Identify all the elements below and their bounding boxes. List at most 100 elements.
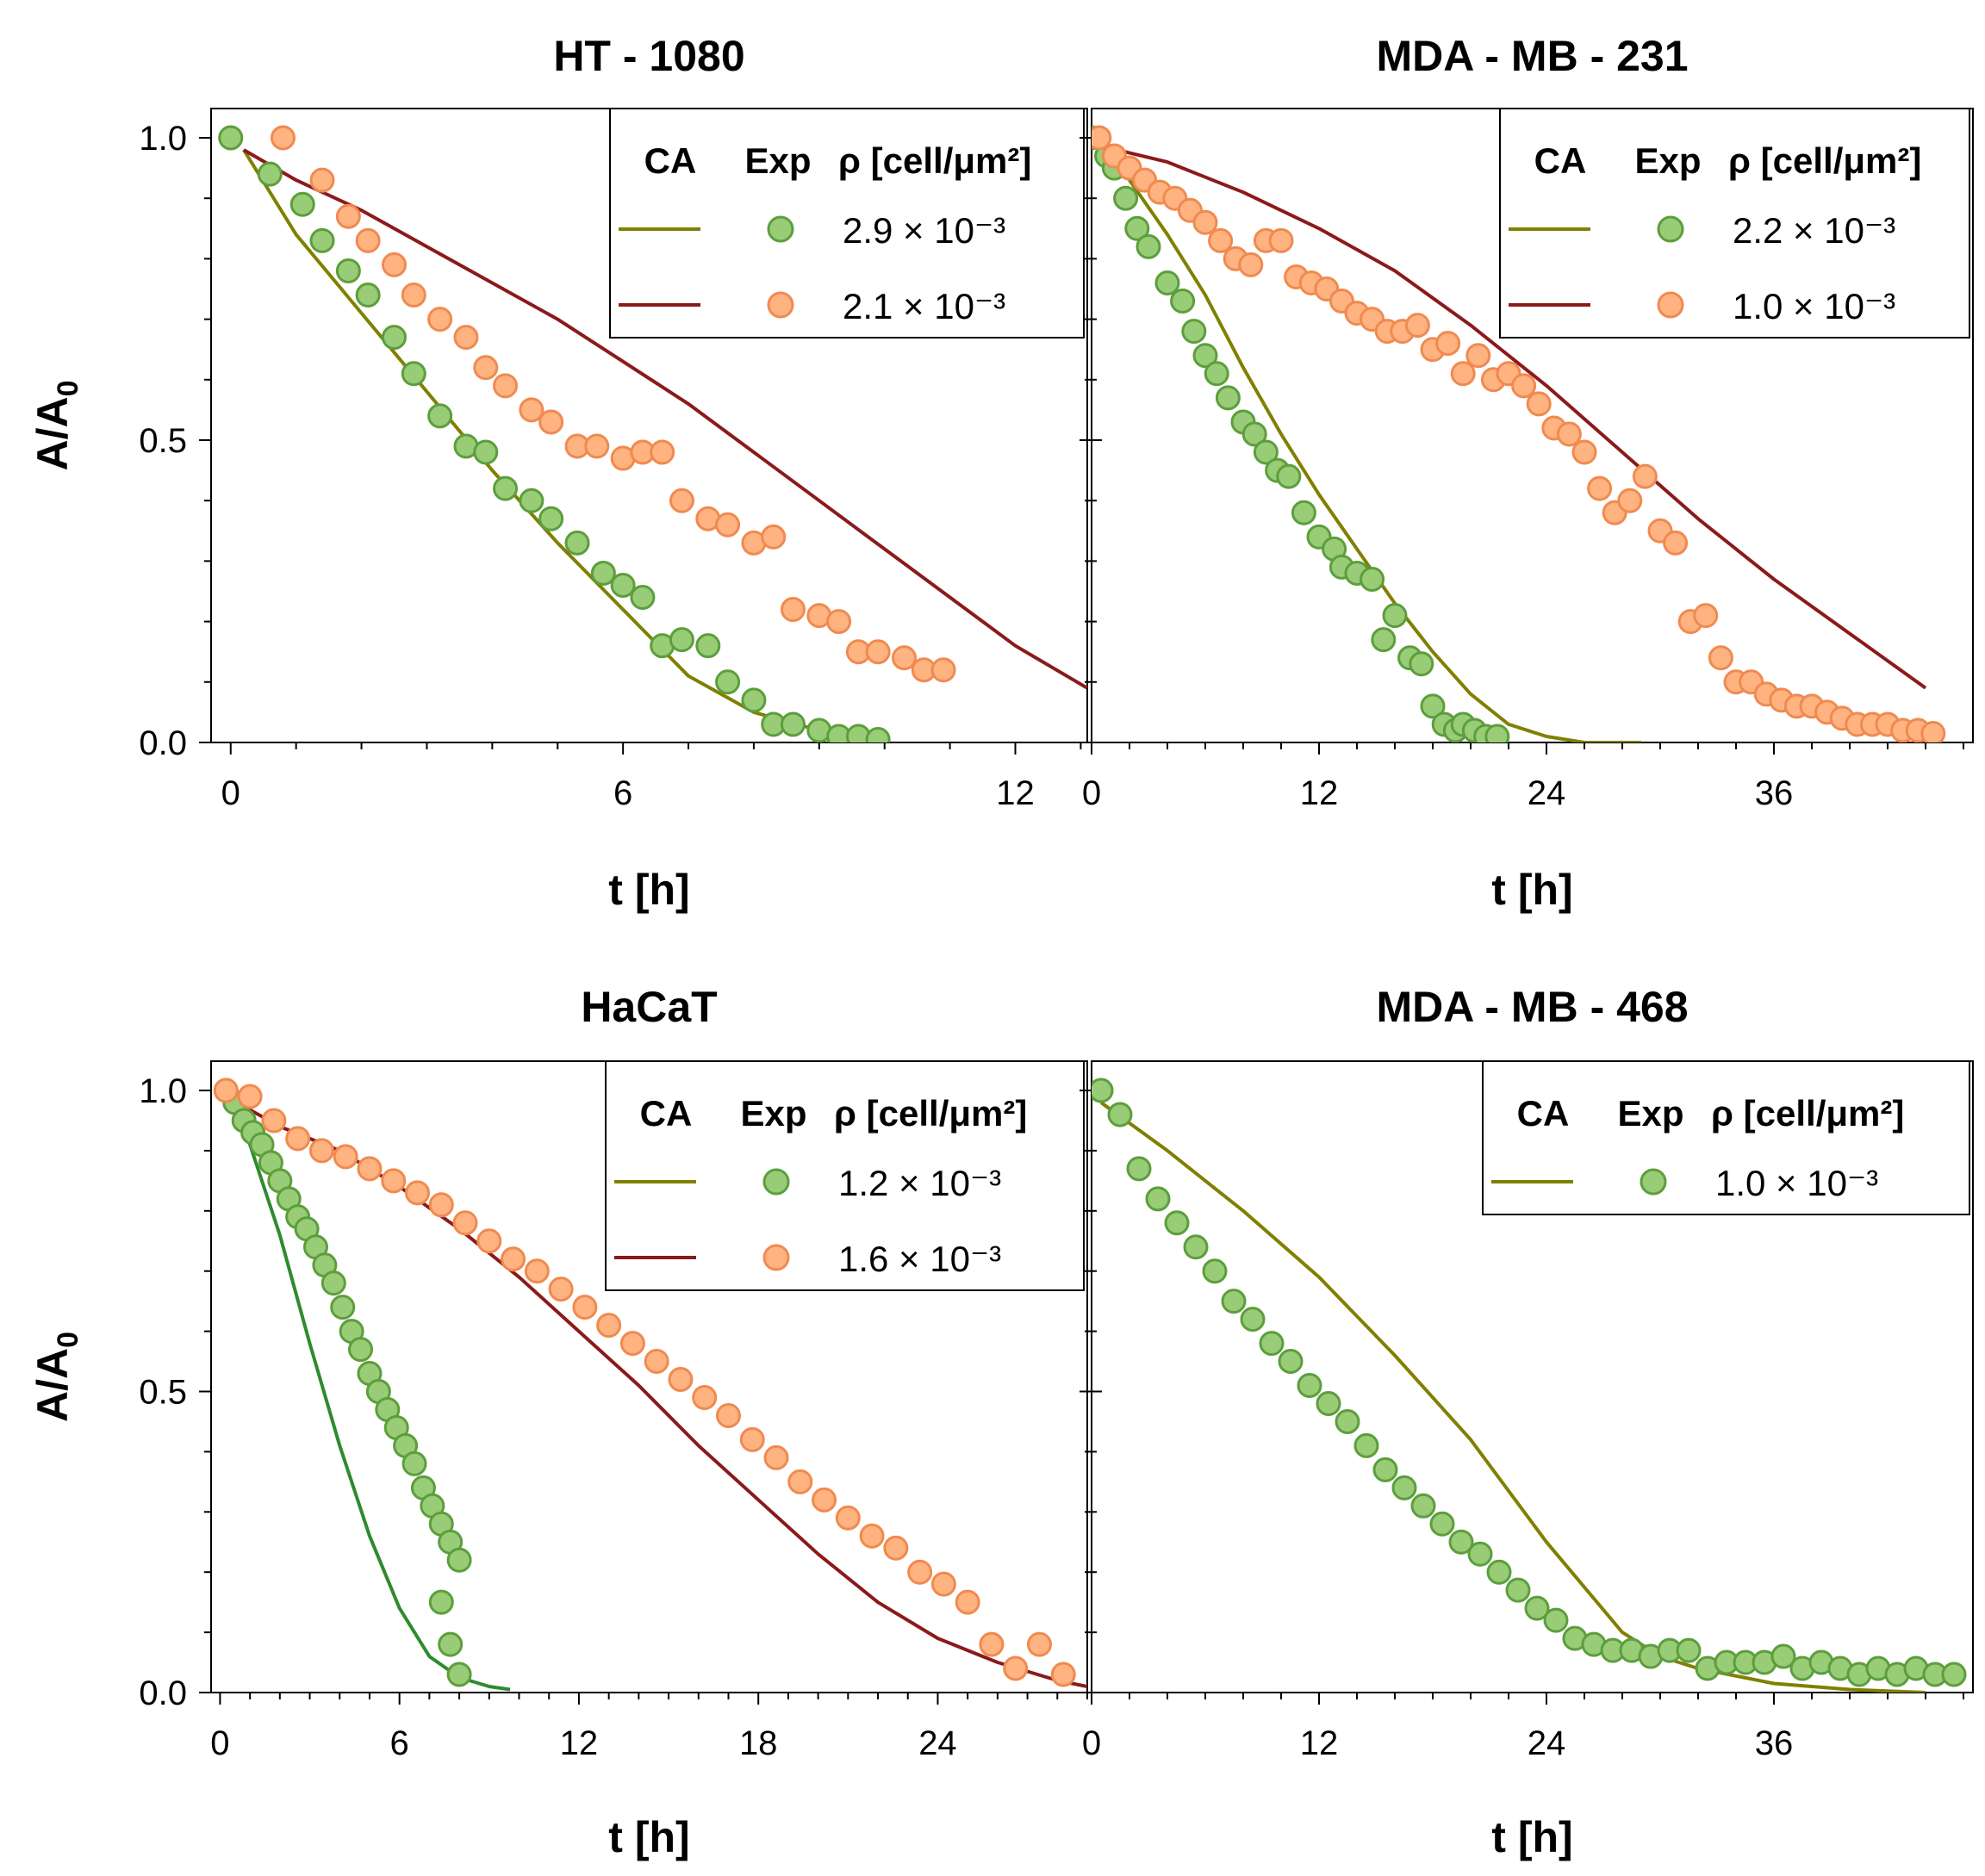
y-tick-label: 0.0: [139, 724, 187, 762]
data-point-s1: [1170, 289, 1196, 314]
data-point-s1: [1126, 1156, 1152, 1182]
data-point-s2: [538, 409, 564, 435]
data-point-s1: [1181, 319, 1207, 345]
data-point-s1: [1420, 693, 1446, 719]
data-point-s2: [859, 1523, 885, 1549]
data-point-s1: [1486, 1559, 1512, 1585]
data-point-s2: [891, 645, 917, 671]
panel-title: MDA - MB - 231: [1376, 32, 1688, 80]
data-point-s2: [761, 524, 787, 550]
data-point-s1: [1353, 1432, 1379, 1458]
data-point-s1: [330, 1295, 356, 1320]
legend: CA Exp ρ [cell/μm²] 1.0 × 10⁻³: [1482, 1060, 1970, 1215]
data-point-s2: [668, 1367, 694, 1393]
x-tick-label: 6: [613, 774, 632, 812]
legend-marker-1: [762, 1168, 790, 1196]
data-point-s1: [289, 191, 315, 217]
data-point-s1: [1316, 1390, 1341, 1416]
data-point-s1: [1221, 1289, 1247, 1314]
data-point-s2: [883, 1535, 909, 1561]
data-point-s2: [1511, 373, 1537, 399]
data-point-s1: [438, 1631, 464, 1657]
panel-title: HaCaT: [581, 983, 717, 1031]
x-axis-label: t [h]: [608, 866, 689, 914]
legend-marker-2: [1657, 291, 1684, 319]
x-tick-label: 12: [1300, 1724, 1339, 1762]
legend-density-1: 2.2 × 10⁻³: [1733, 210, 1895, 251]
data-point-s1: [1107, 1102, 1133, 1127]
legend-header-exp: Exp: [1634, 140, 1701, 181]
data-point-s1: [257, 161, 283, 187]
data-layer: [218, 125, 1087, 742]
data-point-s2: [596, 1313, 622, 1339]
data-point-s1: [590, 560, 616, 586]
data-point-s1: [1429, 1511, 1455, 1537]
data-point-s2: [644, 1349, 669, 1375]
legend: CA Exp ρ [cell/μm²] 2.2 × 10⁻³ 1.0 × 10⁻³: [1499, 108, 1970, 339]
data-point-s2: [930, 1571, 956, 1597]
data-point-s2: [501, 1246, 526, 1272]
data-point-s2: [619, 1331, 645, 1357]
data-point-s2: [780, 597, 806, 623]
data-point-s1: [1215, 385, 1241, 411]
data-point-s1: [1136, 233, 1161, 259]
data-point-s2: [1003, 1655, 1029, 1681]
legend-marker-2: [767, 291, 794, 319]
data-point-s1: [1543, 1607, 1569, 1633]
data-point-s1: [355, 283, 381, 308]
data-point-s1: [348, 1337, 374, 1363]
data-point-s1: [1409, 651, 1434, 677]
chart-panel-1: HT - 1080 0.0 0.5 1.0 0 6 12 t [h] A/A0 CA Exp ρ [c…: [28, 32, 1088, 914]
y-axis-label: A/A0: [28, 1332, 84, 1422]
data-point-s2: [335, 203, 361, 229]
data-point-s2: [428, 1192, 454, 1218]
data-point-s2: [1208, 227, 1234, 253]
data-point-s1: [382, 325, 408, 351]
chart-panel-2: MDA - MB - 231 0 12 24 36 t [h] CA Exp ρ [cell/μ…: [1080, 32, 1974, 914]
x-tick-label: 18: [739, 1724, 778, 1762]
data-point-s1: [1154, 270, 1180, 295]
data-point-s1: [1164, 1210, 1190, 1236]
data-point-s1: [1259, 1331, 1285, 1357]
y-tick-label: 0.0: [139, 1674, 187, 1712]
data-point-s2: [261, 1108, 287, 1134]
data-point-s1: [218, 125, 244, 151]
data-point-s2: [213, 1078, 239, 1103]
data-point-s2: [715, 1402, 741, 1428]
data-point-s1: [1484, 724, 1510, 742]
data-point-s2: [1556, 421, 1582, 447]
x-tick-label: 0: [221, 774, 240, 812]
data-point-s2: [382, 252, 408, 277]
data-point-s2: [473, 355, 499, 381]
legend-header-rho: ρ [cell/μm²]: [834, 1093, 1027, 1134]
data-point-s1: [473, 439, 499, 465]
data-point-s1: [446, 1547, 472, 1573]
x-tick-label: 0: [1082, 1724, 1101, 1762]
legend: CA Exp ρ [cell/μm²] 2.9 × 10⁻³ 2.1 × 10⁻³: [609, 108, 1085, 339]
x-tick-label: 12: [1300, 774, 1339, 812]
x-tick-label: 36: [1755, 1724, 1794, 1762]
data-point-s2: [669, 488, 694, 513]
data-point-s1: [1240, 1307, 1266, 1332]
data-point-s1: [1092, 1078, 1114, 1103]
series-line-1: [1099, 1101, 1926, 1693]
data-point-s1: [1204, 361, 1229, 387]
panel-title: MDA - MB - 468: [1376, 983, 1688, 1031]
data-point-s2: [1920, 720, 1946, 742]
legend-box: [1482, 1060, 1970, 1215]
x-tick-label: 24: [1528, 1724, 1566, 1762]
data-point-s2: [476, 1228, 502, 1254]
data-point-s2: [739, 1426, 765, 1452]
data-layer: [1092, 125, 1946, 742]
data-point-s1: [1291, 500, 1316, 525]
data-point-s1: [1335, 1408, 1360, 1434]
data-point-s1: [1371, 627, 1397, 653]
data-point-s2: [309, 167, 335, 193]
x-tick-label: 24: [1528, 774, 1566, 812]
data-point-s1: [320, 1270, 346, 1296]
data-point-s2: [1693, 603, 1719, 629]
data-point-s2: [1708, 645, 1733, 671]
legend-density-2: 1.6 × 10⁻³: [838, 1239, 1001, 1279]
legend-header-exp: Exp: [744, 140, 811, 181]
data-point-s2: [1587, 475, 1613, 501]
